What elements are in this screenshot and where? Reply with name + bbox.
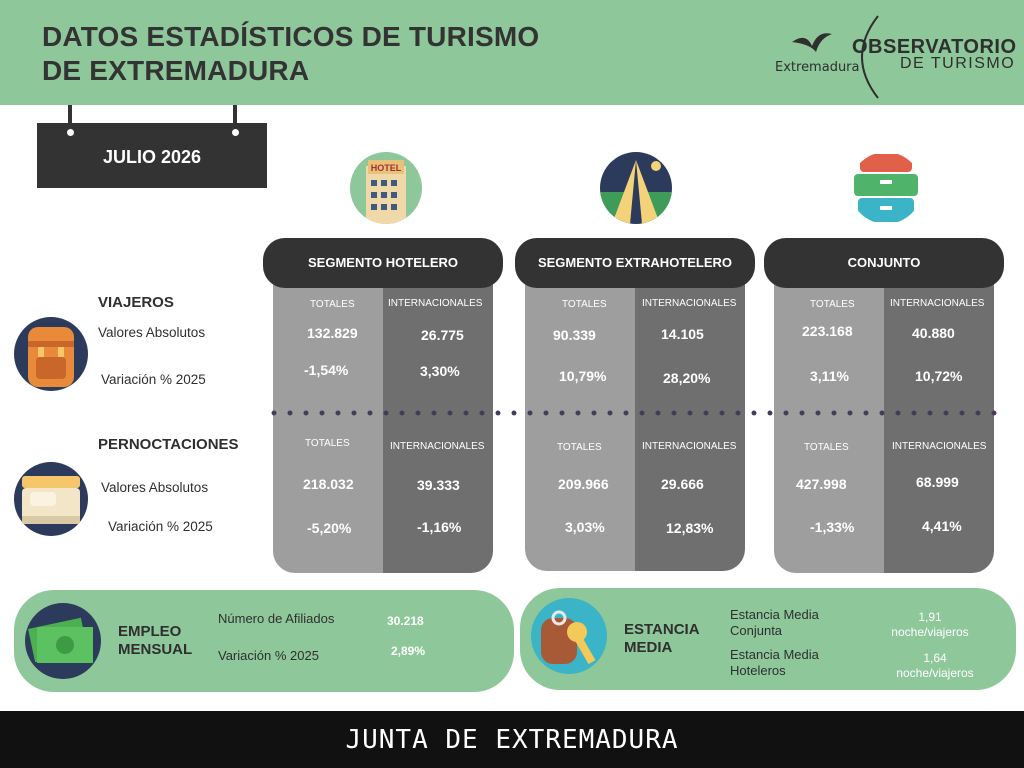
estancia-hoteleros-label: Estancia Media Hoteleros	[730, 647, 819, 679]
svg-text:HOTEL: HOTEL	[371, 163, 402, 173]
estancia-conjunta-value-unit: noche/viajeros	[891, 625, 969, 639]
estancia-title: ESTANCIA MEDIA	[624, 621, 700, 657]
viajeros-extra-totales-label: TOTALES	[562, 299, 607, 310]
pern-extra-totales-var: 3,03%	[565, 519, 605, 535]
viajeros-heading: VIAJEROS	[98, 294, 174, 311]
title-line-2: DE EXTREMADURA	[42, 55, 310, 86]
viajeros-conjunto-internacionales-var: 10,72%	[915, 368, 963, 384]
bed-icon	[14, 462, 88, 536]
pern-extra-internacionales-abs: 29.666	[661, 476, 704, 492]
estancia-conjunta-label: Estancia Media Conjunta	[730, 607, 819, 639]
pern-hotelero-totales-var: -5,20%	[307, 520, 352, 536]
viajeros-hotelero-internacionales-var: 3,30%	[420, 363, 460, 379]
afiliados-value: 30.218	[387, 614, 424, 628]
sign-post-right	[233, 105, 237, 135]
pern-hotelero-internacionales-abs: 39.333	[417, 477, 460, 493]
viajeros-hotelero-totales-label: TOTALES	[310, 299, 355, 310]
viajeros-extra-totales-abs: 90.339	[553, 327, 596, 343]
suitcases-icon	[850, 152, 922, 224]
conjunto-totales-column	[774, 275, 884, 573]
viajeros-extra-internacionales-label: INTERNACIONALES	[642, 298, 737, 309]
viajeros-extra-totales-var: 10,79%	[559, 368, 607, 384]
estancia-hoteleros-label-line-2: Hoteleros	[730, 663, 786, 678]
pernoctaciones-var-label: Variación % 2025	[108, 519, 213, 534]
pernoctaciones-heading: PERNOCTACIONES	[98, 436, 239, 453]
estancia-title-line-2: MEDIA	[624, 639, 673, 656]
pern-extra-totales-abs: 209.966	[558, 476, 609, 492]
viajeros-hotelero-totales-var: -1,54%	[304, 362, 349, 378]
pern-extra-totales-label: TOTALES	[557, 442, 602, 453]
pern-conjunto-totales-var: -1,33%	[810, 519, 855, 535]
viajeros-conjunto-totales-abs: 223.168	[802, 323, 853, 339]
viajeros-conjunto-internacionales-abs: 40.880	[912, 325, 955, 341]
estancia-hoteleros-label-line-1: Estancia Media	[730, 647, 819, 662]
pern-conjunto-totales-label: TOTALES	[804, 442, 849, 453]
logo-region-text: Extremadura	[775, 60, 860, 75]
sign-post-left	[68, 105, 72, 135]
viajeros-var-label: Variación % 2025	[101, 372, 206, 387]
footer-bar	[0, 711, 1024, 768]
logo-observatorio: OBSERVATORIO	[852, 36, 1017, 58]
pern-extra-internacionales-label: INTERNACIONALES	[642, 441, 737, 452]
pern-conjunto-internacionales-var: 4,41%	[922, 518, 962, 534]
hotelero-totales-column	[273, 275, 383, 573]
sign-nail-right	[232, 129, 239, 136]
pern-hotelero-internacionales-label: INTERNACIONALES	[390, 441, 485, 452]
viajeros-hotelero-totales-abs: 132.829	[307, 325, 358, 341]
row-divider	[271, 410, 1009, 416]
viajeros-abs-label: Valores Absolutos	[98, 325, 206, 340]
estancia-hoteleros-value-unit: noche/viajeros	[896, 666, 974, 680]
sign-nail-left	[67, 129, 74, 136]
pern-conjunto-internacionales-label: INTERNACIONALES	[892, 441, 987, 452]
empleo-title-line-1: EMPLEO	[118, 623, 182, 640]
extra-internacionales-column	[635, 275, 745, 571]
estancia-title-line-1: ESTANCIA	[624, 621, 700, 638]
hotel-icon: HOTEL	[350, 152, 422, 224]
hotelero-internacionales-column	[383, 275, 493, 573]
tent-icon	[600, 152, 672, 224]
bird-logo-icon	[792, 33, 832, 52]
title-line-1: DATOS ESTADÍSTICOS DE TURISMO	[42, 21, 540, 52]
empleo-var-label: Variación % 2025	[218, 648, 319, 663]
pern-hotelero-internacionales-var: -1,16%	[417, 519, 462, 535]
pern-hotelero-totales-abs: 218.032	[303, 476, 354, 492]
viajeros-conjunto-totales-var: 3,11%	[810, 368, 849, 384]
extra-totales-column	[525, 275, 635, 571]
period-sign	[37, 123, 267, 188]
viajeros-extra-internacionales-abs: 14.105	[661, 326, 704, 342]
viajeros-hotelero-internacionales-abs: 26.775	[421, 327, 464, 343]
logo-arc-icon	[861, 15, 879, 99]
viajeros-extra-internacionales-var: 28,20%	[663, 370, 711, 386]
backpack-icon	[14, 317, 88, 391]
keys-icon	[531, 598, 607, 674]
empleo-title: EMPLEO MENSUAL	[118, 623, 192, 659]
empleo-title-line-2: MENSUAL	[118, 641, 193, 658]
estancia-conjunta-value-number: 1,91	[918, 610, 942, 624]
page-title: DATOS ESTADÍSTICOS DE TURISMO DE EXTREMA…	[42, 20, 539, 88]
pern-conjunto-totales-abs: 427.998	[796, 476, 847, 492]
segment-extrahotelero-header: SEGMENTO EXTRAHOTELERO	[515, 238, 755, 288]
viajeros-conjunto-internacionales-label: INTERNACIONALES	[890, 298, 985, 309]
pern-extra-internacionales-var: 12,83%	[666, 520, 714, 536]
money-icon	[25, 603, 101, 679]
viajeros-conjunto-totales-label: TOTALES	[810, 299, 855, 310]
estancia-conjunta-label-line-1: Estancia Media	[730, 607, 819, 622]
logo-de-turismo: DE TURISMO	[900, 55, 1016, 72]
segment-hotelero-header: SEGMENTO HOTELERO	[263, 238, 503, 288]
empleo-var-value: 2,89%	[391, 644, 426, 658]
period-label: JULIO 2026	[102, 147, 202, 167]
pern-conjunto-internacionales-abs: 68.999	[916, 474, 959, 490]
segment-conjunto-header: CONJUNTO	[764, 238, 1004, 288]
estancia-hoteleros-value-number: 1,64	[923, 651, 947, 665]
afiliados-label: Número de Afiliados	[218, 611, 335, 626]
pernoctaciones-abs-label: Valores Absolutos	[101, 480, 209, 495]
estancia-conjunta-value: 1,91 noche/viajeros	[870, 610, 990, 640]
estancia-conjunta-label-line-2: Conjunta	[730, 623, 783, 638]
estancia-hoteleros-value: 1,64 noche/viajeros	[875, 651, 995, 681]
header-banner	[0, 0, 1024, 105]
footer-logo-text: JUNTA DE EXTREMADURA	[345, 725, 679, 755]
pern-hotelero-totales-label: TOTALES	[305, 438, 350, 449]
conjunto-internacionales-column	[884, 275, 994, 573]
viajeros-hotelero-internacionales-label: INTERNACIONALES	[388, 298, 483, 309]
